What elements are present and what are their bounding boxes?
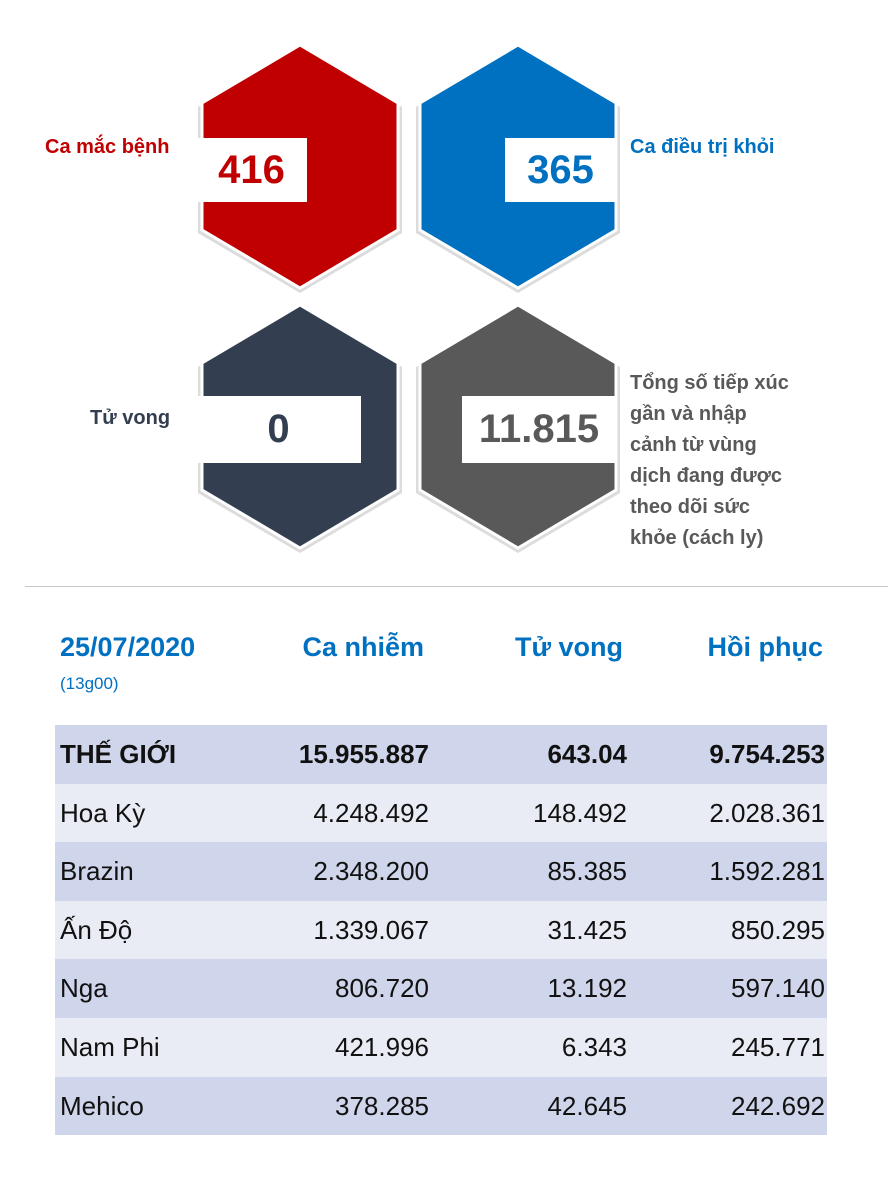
deaths-label: Tử vong (90, 407, 171, 429)
recovered-cell: 242.692 (731, 1090, 825, 1121)
cases-cell: 15.955.887 (298, 739, 429, 769)
table-row: Ấn Độ 1.339.067 31.425 850.295 (55, 900, 827, 960)
country-name: THẾ GIỚI (60, 739, 177, 769)
table-row: Nam Phi 421.996 6.343 245.771 (55, 1017, 827, 1077)
deaths-cell: 13.192 (547, 973, 627, 1004)
monitored-label-line: gần và nhập (630, 403, 747, 425)
deaths-value: 0 (196, 396, 361, 463)
table-row: Mehico 378.285 42.645 242.692 (55, 1076, 827, 1136)
monitored-label-line: theo dõi sức (630, 496, 751, 518)
table-time: (13g00) (60, 674, 119, 693)
country-name: Ấn Độ (60, 914, 133, 945)
monitored-value: 11.815 (462, 396, 616, 463)
country-name: Nga (60, 973, 108, 1004)
cases-label: Ca mắc bệnh (45, 136, 170, 158)
deaths-cell: 6.343 (561, 1031, 627, 1062)
covid-stats-table: THẾ GIỚI 15.955.887 643.04 9.754.253 Hoa… (55, 725, 827, 1136)
cases-cell: 1.339.067 (313, 914, 429, 945)
country-name: Hoa Kỳ (60, 797, 146, 828)
cases-cell: 378.285 (335, 1090, 429, 1121)
monitored-label-line: khỏe (cách ly) (630, 527, 764, 549)
recovered-cell: 1.592.281 (709, 856, 825, 887)
table-row: Hoa Kỳ 4.248.492 148.492 2.028.361 (55, 783, 827, 843)
country-name: Brazin (60, 856, 134, 887)
cases-cell: 806.720 (335, 973, 429, 1004)
table-row: Brazin 2.348.200 85.385 1.592.281 (55, 842, 827, 901)
section-divider (25, 586, 888, 587)
recovered-value: 365 (505, 138, 616, 202)
deaths-cell: 643.04 (547, 739, 627, 769)
table-row: Nga 806.720 13.192 597.140 (55, 959, 827, 1018)
monitored-label-line: dịch đang được (630, 465, 783, 487)
country-name: Mehico (60, 1090, 144, 1121)
recovered-cell: 597.140 (731, 973, 825, 1004)
recovered-cell: 2.028.361 (709, 797, 825, 828)
deaths-cell: 85.385 (547, 856, 627, 887)
monitored-label-line: cảnh từ vùng (630, 434, 757, 456)
recovered-label: Ca điều trị khỏi (630, 136, 775, 158)
cases-value: 416 (196, 138, 307, 202)
country-name: Nam Phi (60, 1031, 160, 1062)
recovered-cell: 245.771 (731, 1031, 825, 1062)
table-row: THẾ GIỚI 15.955.887 643.04 9.754.253 (55, 725, 827, 784)
cases-cell: 421.996 (335, 1031, 429, 1062)
cases-cell: 2.348.200 (313, 856, 429, 887)
recovered-cell: 850.295 (731, 914, 825, 945)
deaths-cell: 148.492 (533, 797, 627, 828)
column-header-recovered: Hồi phục (707, 632, 824, 662)
table-date: 25/07/2020 (60, 632, 196, 662)
monitored-label: Tổng số tiếp xúc gần và nhập cảnh từ vùn… (630, 368, 789, 554)
monitored-label-line: Tổng số tiếp xúc (630, 372, 789, 394)
column-header-deaths: Tử vong (514, 632, 623, 662)
recovered-cell: 9.754.253 (709, 739, 825, 769)
cases-cell: 4.248.492 (313, 797, 429, 828)
column-header-cases: Ca nhiễm (302, 632, 424, 662)
deaths-cell: 31.425 (547, 914, 627, 945)
deaths-cell: 42.645 (547, 1090, 627, 1121)
